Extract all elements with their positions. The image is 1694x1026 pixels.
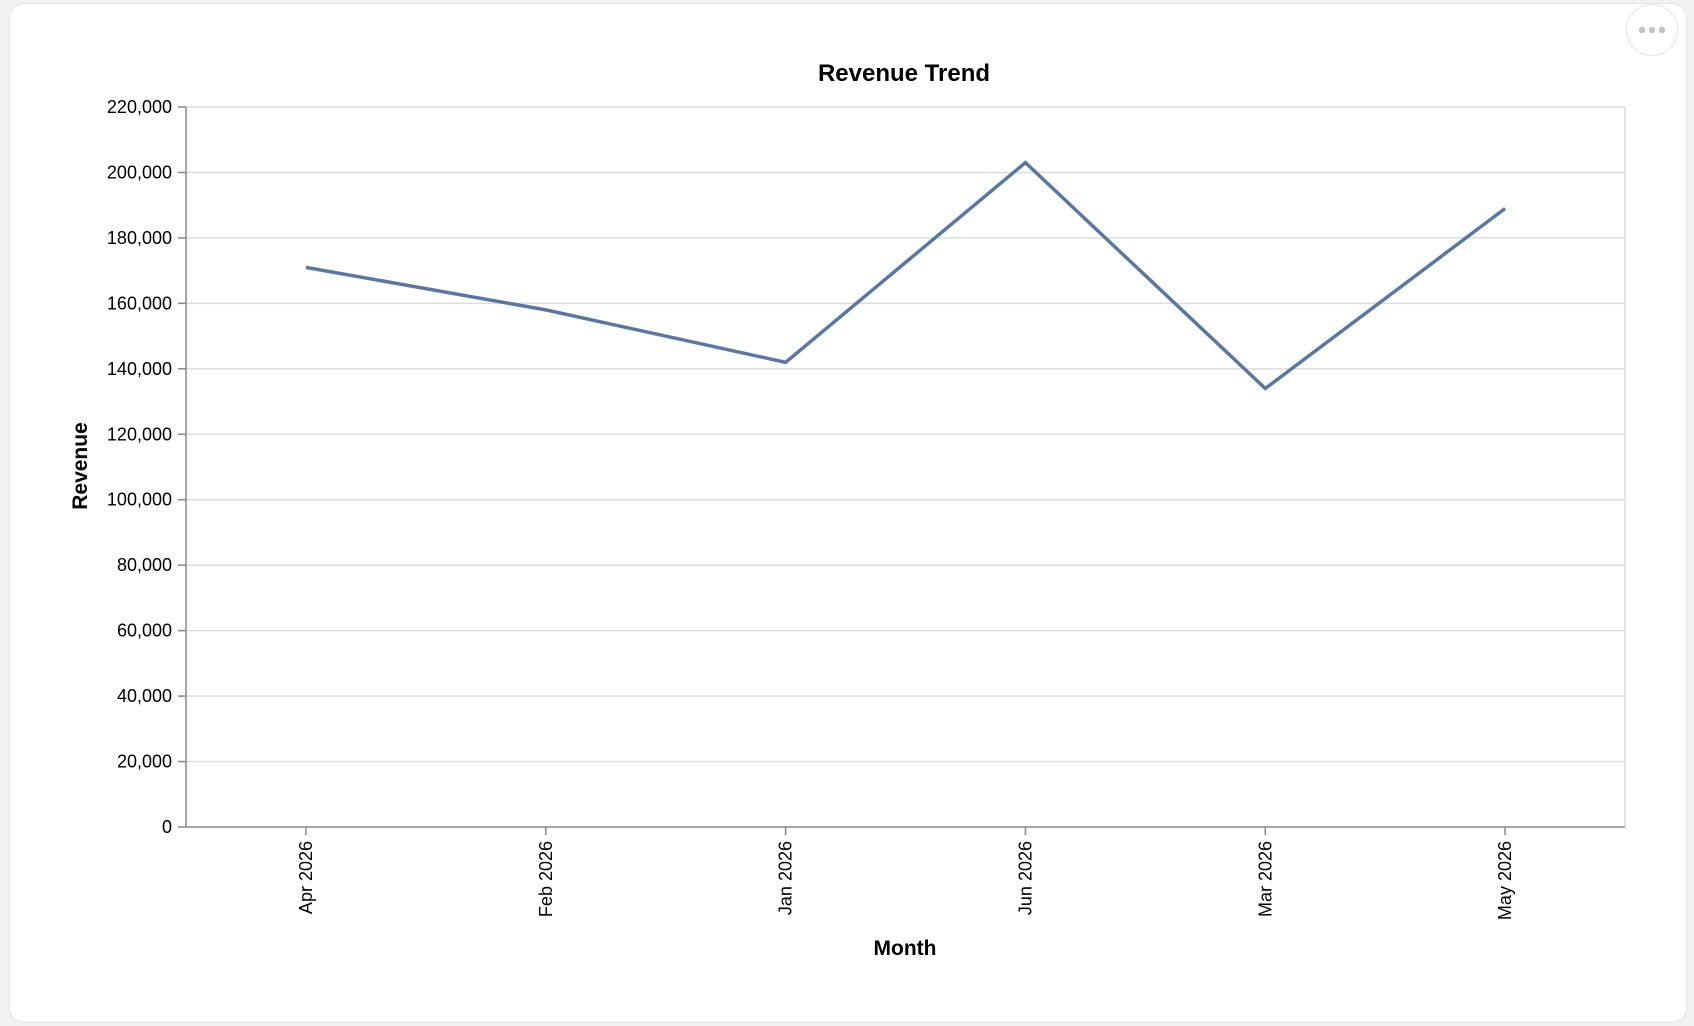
x-axis-title: Month [874, 937, 937, 960]
y-tick-label: 20,000 [117, 752, 172, 772]
y-tick-label: 140,000 [107, 359, 172, 379]
revenue-series-line [305, 160, 1507, 391]
y-tick-label: 0 [162, 817, 172, 837]
data-point[interactable] [301, 262, 311, 272]
grid-lines [186, 106, 1626, 827]
x-tick-label: Jan 2026 [776, 841, 796, 915]
more-horizontal-icon [1638, 26, 1666, 34]
tick-labels: 0 20,000 40,000 60,000 80,000 100,000 120,000 1… [107, 97, 1515, 920]
x-tick-label: May 2026 [1495, 841, 1515, 920]
y-axis-title: Revenue [69, 422, 92, 510]
x-tick-label: Jun 2026 [1015, 841, 1035, 915]
y-tick-label: 160,000 [107, 293, 172, 313]
x-tick-label: Apr 2026 [296, 841, 316, 914]
data-point[interactable] [1260, 383, 1270, 393]
chart-card [10, 4, 1686, 1022]
more-options-button[interactable] [1626, 4, 1678, 56]
y-tick-label: 80,000 [117, 555, 172, 575]
data-point[interactable] [1500, 203, 1510, 213]
y-tick-label: 40,000 [117, 686, 172, 706]
x-tick-label: Mar 2026 [1255, 841, 1275, 917]
y-tick-label: 100,000 [107, 490, 172, 510]
data-point[interactable] [781, 357, 791, 367]
y-tick-label: 220,000 [107, 97, 172, 117]
chart-title: Revenue Trend [818, 60, 990, 87]
x-tick-label: Feb 2026 [536, 841, 556, 917]
data-point[interactable] [1020, 158, 1030, 168]
y-tick-label: 180,000 [107, 228, 172, 248]
data-point[interactable] [541, 305, 551, 315]
series [301, 158, 1510, 393]
axes [178, 106, 1625, 835]
y-tick-label: 120,000 [107, 424, 172, 444]
y-tick-label: 60,000 [117, 621, 172, 641]
y-tick-label: 200,000 [107, 162, 172, 182]
